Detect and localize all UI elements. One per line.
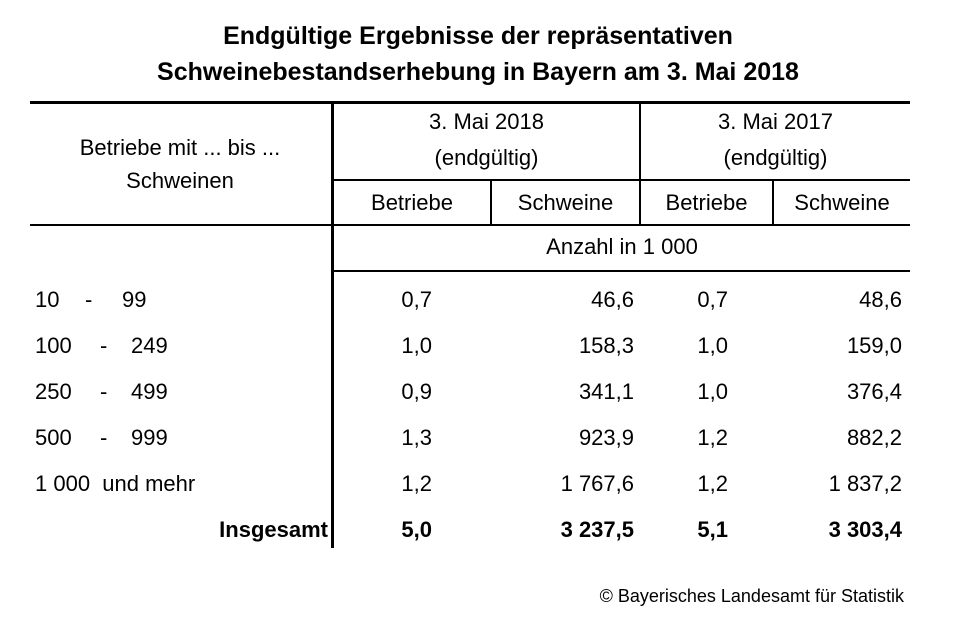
- year-2018-header: 3. Mai 2018: [429, 109, 544, 134]
- row-range-dash: -: [100, 379, 108, 404]
- cell-betriebe-2018: 1,2: [401, 471, 432, 496]
- cell-schweine-2018: 46,6: [591, 287, 634, 312]
- cell-schweine-2017: 1 837,2: [828, 471, 902, 496]
- header-bottom-rule: [30, 224, 910, 226]
- cell-betriebe-2018: 1,3: [401, 425, 432, 450]
- total-label: Insgesamt: [219, 517, 328, 542]
- row-range-to: 249: [131, 333, 168, 358]
- cell-betriebe-2017: 1,0: [697, 333, 728, 358]
- year-2017-status: (endgültig): [723, 145, 828, 170]
- row-range-from: 250: [35, 379, 72, 404]
- row-label-header-line-2: Schweinen: [126, 168, 234, 193]
- cell-betriebe-2018: 0,7: [401, 287, 432, 312]
- year-2018-status: (endgültig): [434, 145, 539, 170]
- cell-betriebe-2017: 0,7: [697, 287, 728, 312]
- sub-divider-2017: [772, 179, 774, 224]
- year-header-rule: [333, 179, 910, 181]
- cell-betriebe-2017: 1,0: [697, 379, 728, 404]
- row-label-header-line-1: Betriebe mit ... bis ...: [79, 135, 281, 160]
- row-range-to: 499: [131, 379, 168, 404]
- row-range-to: 999: [131, 425, 168, 450]
- year-2017-header: 3. Mai 2017: [718, 109, 833, 134]
- copyright-note: © Bayerisches Landesamt für Statistik: [599, 586, 904, 606]
- unit-label: Anzahl in 1 000: [546, 234, 698, 259]
- total-schweine-2017: 3 303,4: [828, 517, 902, 542]
- total-schweine-2018: 3 237,5: [560, 517, 634, 542]
- sub-divider-2018: [490, 179, 492, 224]
- total-betriebe-2018: 5,0: [401, 517, 432, 542]
- row-range-from: 500: [35, 425, 72, 450]
- cell-schweine-2018: 923,9: [578, 425, 634, 450]
- title-line-1: Endgültige Ergebnisse der repräsentative…: [223, 22, 733, 50]
- label-column-divider: [331, 101, 334, 548]
- cell-schweine-2017: 48,6: [859, 287, 902, 312]
- cell-schweine-2018: 158,3: [578, 333, 634, 358]
- title-line-2: Schweinebestandserhebung in Bayern am 3.…: [157, 58, 799, 86]
- cell-schweine-2017: 376,4: [846, 379, 902, 404]
- row-range-from: 100: [35, 333, 72, 358]
- col-betriebe-2017: Betriebe: [665, 190, 748, 215]
- col-betriebe-2018: Betriebe: [371, 190, 453, 215]
- cell-schweine-2018: 341,1: [578, 379, 634, 404]
- row-range-label: 1 000 und mehr: [35, 471, 196, 496]
- row-range-dash: -: [100, 425, 108, 450]
- row-range-dash: -: [100, 333, 108, 358]
- table-top-rule: [30, 101, 910, 104]
- page-title: Endgültige Ergebnisse der repräsentative…: [0, 18, 956, 90]
- row-range-dash: -: [85, 287, 93, 312]
- cell-schweine-2018: 1 767,6: [560, 471, 634, 496]
- total-betriebe-2017: 5,1: [697, 517, 728, 542]
- cell-betriebe-2018: 1,0: [401, 333, 432, 358]
- cell-betriebe-2017: 1,2: [697, 471, 728, 496]
- cell-betriebe-2017: 1,2: [697, 425, 728, 450]
- col-schweine-2017: Schweine: [794, 190, 890, 215]
- cell-betriebe-2018: 0,9: [401, 379, 432, 404]
- row-range-to: 99: [122, 287, 147, 312]
- cell-schweine-2017: 159,0: [846, 333, 902, 358]
- cell-schweine-2017: 882,2: [846, 425, 902, 450]
- unit-rule: [333, 270, 910, 272]
- year-divider: [639, 101, 641, 224]
- row-range-from: 10: [35, 287, 60, 312]
- col-schweine-2018: Schweine: [517, 190, 614, 215]
